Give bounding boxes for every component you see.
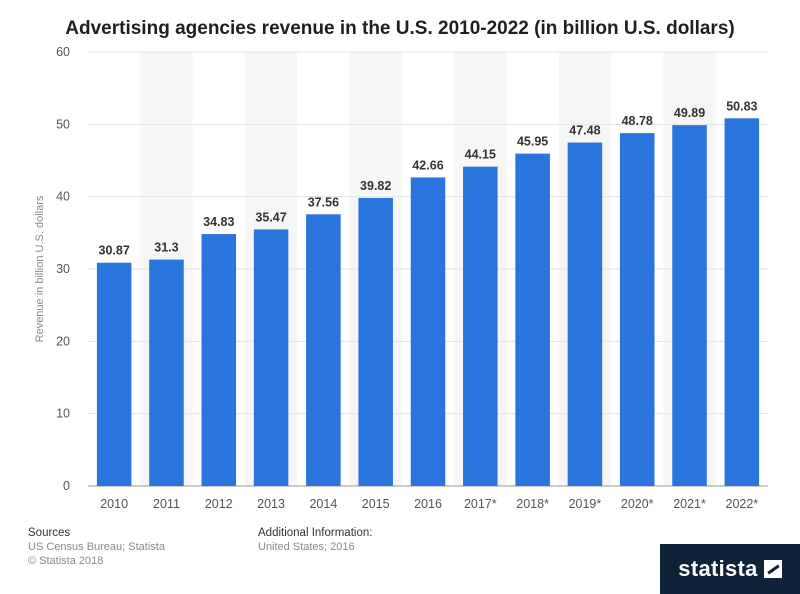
brand-name: statista	[678, 556, 758, 581]
y-tick-label: 40	[56, 190, 70, 204]
y-tick-label: 10	[56, 407, 70, 421]
bar	[306, 214, 341, 487]
sources-line: US Census Bureau; Statista	[28, 541, 165, 553]
x-tick-label: 2013	[257, 497, 285, 511]
bar	[515, 153, 550, 486]
bar	[410, 177, 446, 486]
bar	[724, 118, 760, 487]
x-tick-label: 2016	[414, 497, 442, 511]
bar	[358, 197, 393, 486]
chart-title: Advertising agencies revenue in the U.S.…	[65, 18, 735, 39]
data-label: 30.87	[99, 244, 130, 258]
y-tick-label: 0	[63, 479, 70, 493]
y-axis-ticks: 0 10 20 30 40 50 60	[56, 45, 70, 493]
x-tick-label: 2010	[100, 497, 128, 511]
bar	[567, 142, 603, 486]
value-labels: 30.87 31.3 34.83 35.47 37.56 39.82 42.66 44.15 4…	[99, 99, 758, 257]
x-tick-label: 2019*	[569, 497, 602, 511]
x-tick-label: 2014	[309, 497, 337, 511]
data-label: 31.3	[154, 241, 178, 255]
x-tick-label: 2020*	[621, 497, 654, 511]
data-label: 47.48	[569, 124, 600, 138]
x-tick-label: 2021*	[673, 497, 706, 511]
data-label: 50.83	[726, 99, 757, 113]
y-tick-label: 60	[56, 45, 70, 59]
additional-info-heading: Additional Information:	[258, 527, 373, 539]
data-label: 42.66	[412, 158, 443, 172]
copyright-line: © Statista 2018	[28, 555, 104, 567]
x-axis-ticks: 2010 2011 2012 2013 2014 2015 2016 2017* 2018* 20…	[100, 497, 758, 511]
sources-block: Sources US Census Bureau; Statista © Sta…	[28, 526, 165, 568]
bar	[672, 125, 707, 486]
x-tick-label: 2011	[153, 497, 180, 511]
bar	[201, 234, 237, 486]
x-tick-label: 2017*	[464, 497, 497, 511]
data-label: 48.78	[622, 114, 653, 128]
data-label: 49.89	[674, 106, 705, 120]
y-tick-label: 50	[56, 117, 70, 131]
data-label: 35.47	[255, 210, 286, 224]
data-label: 44.15	[465, 148, 496, 162]
statista-logo[interactable]: statista	[660, 544, 800, 594]
x-tick-label: 2022*	[726, 497, 759, 511]
data-label: 45.95	[517, 135, 548, 149]
additional-info-block: Additional Information: United States; 2…	[258, 526, 372, 554]
statista-logo-icon	[763, 560, 782, 578]
bar	[96, 262, 132, 486]
x-tick-label: 2018*	[516, 497, 549, 511]
bars	[96, 118, 760, 487]
bar-chart: 0 10 20 30 40 50 60 30.87 31.3 34.83 35.47 37.56 39…	[34, 45, 768, 511]
data-label: 39.82	[360, 179, 391, 193]
bar	[253, 229, 289, 487]
y-tick-label: 20	[56, 334, 70, 348]
x-tick-label: 2015	[362, 497, 390, 511]
bar	[463, 166, 498, 487]
additional-info-line: United States; 2016	[258, 541, 355, 553]
x-tick-label: 2012	[205, 497, 233, 511]
bar	[149, 259, 184, 486]
y-tick-label: 30	[56, 262, 70, 276]
data-label: 37.56	[308, 195, 339, 209]
y-axis-label: Revenue in billion U.S. dollars	[34, 195, 46, 342]
data-label: 34.83	[203, 215, 234, 229]
sources-heading: Sources	[28, 527, 71, 539]
bar	[619, 133, 655, 486]
